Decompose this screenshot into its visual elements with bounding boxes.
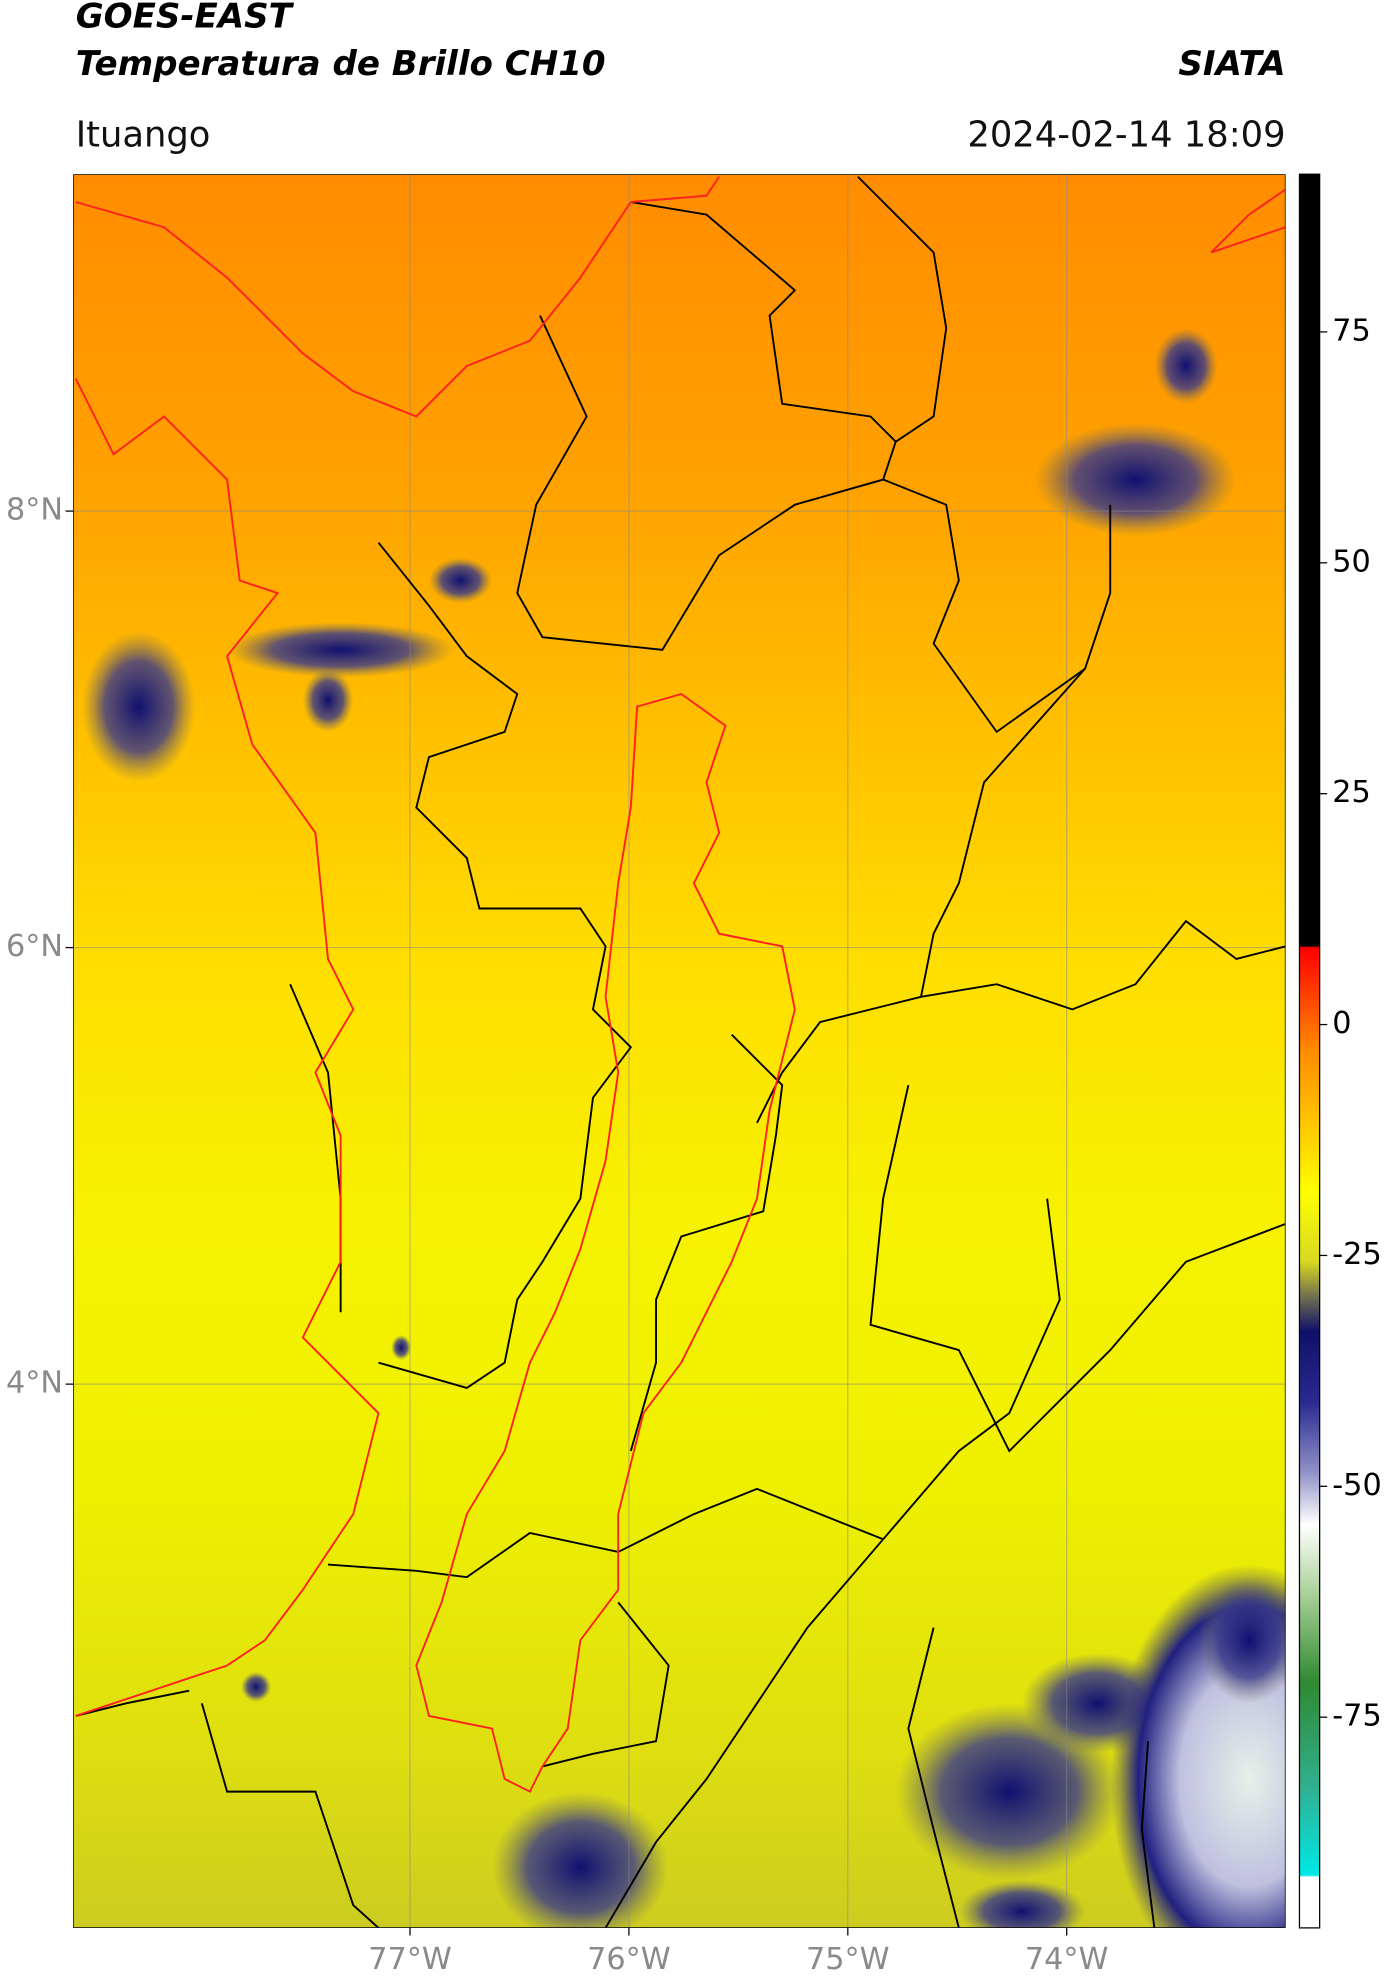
grid-lines <box>73 174 1286 1928</box>
colorbar-tick-label: 50 <box>1332 544 1371 579</box>
lat-tick-label: 8°N <box>6 493 63 528</box>
subtitle: Temperatura de Brillo CH10 <box>76 44 606 84</box>
colorbar-tick-label: -25 <box>1332 1237 1381 1272</box>
timestamp: 2024-02-14 18:09 <box>967 114 1285 155</box>
colorbar-tick-label: -50 <box>1332 1468 1381 1503</box>
coastline-and-basin <box>74 176 1286 1793</box>
colorbar-ticks: 75 50 25 0 -25 -50 -75 <box>1319 313 1382 1734</box>
lon-tick-label: 77°W <box>368 1942 452 1977</box>
title: GOES-EAST <box>76 0 295 36</box>
cloud-patches <box>82 328 1286 1928</box>
lon-tick-label: 76°W <box>587 1942 671 1977</box>
region: Ituango <box>76 114 211 155</box>
lat-tick-label: 6°N <box>6 929 63 964</box>
colorbar-tick-label: -75 <box>1332 1699 1381 1734</box>
lon-tick-label: 74°W <box>1025 1942 1109 1977</box>
colorbar-tick-label: 25 <box>1332 775 1371 810</box>
lon-tick-label: 75°W <box>806 1942 890 1977</box>
map-area <box>73 174 1286 1928</box>
admin-boundaries <box>75 176 1286 1928</box>
brand: SIATA <box>1178 44 1285 84</box>
axes: 8°N 6°N 4°N 77°W 76°W 75°W 74°W <box>6 493 1108 1978</box>
colorbar-tick-label: 75 <box>1332 313 1371 348</box>
colorbar <box>1298 173 1321 1929</box>
colorbar-tick-label: 0 <box>1332 1006 1351 1041</box>
lat-tick-label: 4°N <box>6 1366 63 1401</box>
